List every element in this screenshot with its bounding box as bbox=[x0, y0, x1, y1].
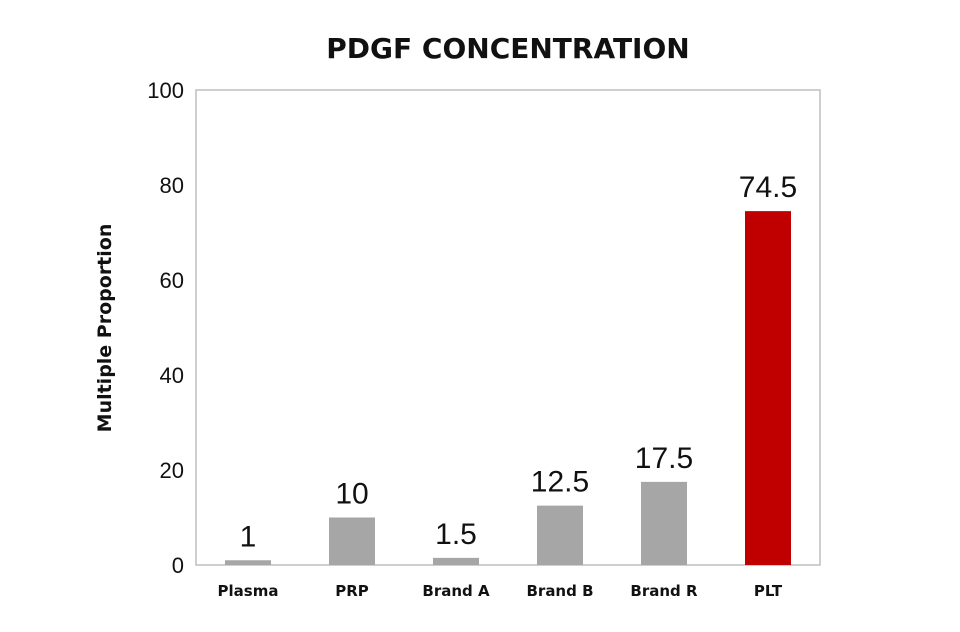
x-tick-label: Brand A bbox=[422, 582, 490, 600]
y-tick-label: 80 bbox=[160, 173, 184, 198]
bar-plt bbox=[745, 211, 791, 565]
bar-prp bbox=[329, 517, 375, 565]
y-tick-label: 60 bbox=[160, 268, 184, 293]
data-label: 1 bbox=[240, 520, 257, 553]
data-label: 74.5 bbox=[739, 171, 797, 204]
data-label: 12.5 bbox=[531, 466, 589, 499]
y-tick-label: 0 bbox=[172, 553, 184, 578]
x-tick-label: Brand B bbox=[526, 582, 593, 600]
x-tick-label: Plasma bbox=[218, 582, 279, 600]
plot-area-border bbox=[195, 89, 821, 566]
data-label: 17.5 bbox=[635, 442, 693, 475]
data-label: 1.5 bbox=[435, 518, 477, 551]
y-tick-label: 100 bbox=[147, 78, 184, 103]
x-tick-label: PRP bbox=[335, 582, 369, 600]
x-tick-label: PLT bbox=[754, 582, 783, 600]
y-axis-label: Multiple Proportion bbox=[94, 224, 116, 433]
data-label: 10 bbox=[335, 478, 368, 511]
bar-plasma bbox=[225, 560, 271, 565]
chart-title: PDGF CONCENTRATION bbox=[326, 32, 689, 65]
y-tick-label: 40 bbox=[160, 363, 184, 388]
bar-brand-a bbox=[433, 557, 479, 565]
bar-brand-b bbox=[537, 505, 583, 565]
bar-brand-r bbox=[641, 481, 687, 565]
x-tick-label: Brand R bbox=[630, 582, 698, 600]
y-tick-label: 20 bbox=[160, 458, 184, 483]
